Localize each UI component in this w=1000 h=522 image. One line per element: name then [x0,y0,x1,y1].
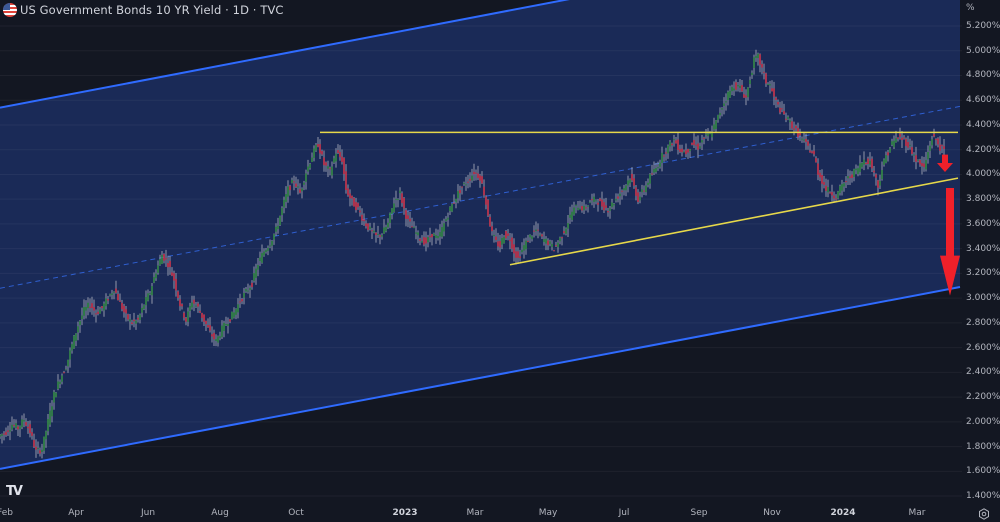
down-arrow-small-icon [937,154,953,172]
price-axis-tick: 2.000% [966,416,1000,427]
price-axis-tick: 4.200% [966,144,1000,155]
symbol-name: US Government Bonds 10 YR Yield [20,3,222,17]
price-axis-tick: 4.600% [966,95,1000,106]
separator: · [252,3,257,17]
price-axis-tick: 3.400% [966,243,1000,254]
tradingview-logo[interactable]: TV [6,484,23,499]
price-plot-area[interactable] [0,0,962,506]
price-axis-tick: 3.200% [966,268,1000,279]
price-axis-tick: 3.800% [966,194,1000,205]
time-axis[interactable]: Feb Apr Jun Aug Oct 2023 Mar May Jul Sep Nov 2024 Ma… [0,506,962,522]
price-axis-tick: 1.800% [966,441,1000,452]
price-axis-tick: 2.800% [966,317,1000,328]
price-axis-tick: 2.200% [966,392,1000,403]
price-axis-tick: 2.400% [966,367,1000,378]
time-axis-tick: Feb [0,508,13,518]
price-axis-tick: 1.400% [966,491,1000,502]
price-axis-tick: 4.800% [966,70,1000,81]
time-axis-tick: Mar [908,508,926,518]
price-axis-tick: 1.600% [966,466,1000,477]
source-label: TVC [260,3,284,17]
price-axis-tick: 4.000% [966,169,1000,180]
interval-label[interactable]: 1D [232,3,250,17]
time-axis-tick: 2023 [392,508,418,518]
time-axis-tick: May [538,508,558,518]
time-axis-tick: Jun [140,508,156,518]
symbol-legend[interactable]: US Government Bonds 10 YR Yield · 1D · T… [3,2,284,18]
time-axis-tick: Nov [763,508,781,518]
support-trendline [509,177,959,266]
down-arrow-large-icon [940,188,960,296]
us-flag-icon [3,3,17,17]
axis-unit-label: % [966,3,975,13]
price-axis-tick: 3.600% [966,218,1000,229]
channel-upper-line [0,0,570,109]
time-axis-tick: 2024 [830,508,856,518]
price-axis-tick: 4.400% [966,119,1000,130]
time-axis-tick: Aug [211,508,229,518]
gear-icon[interactable] [978,508,990,520]
time-axis-tick: Sep [690,508,708,518]
time-axis-tick: Jul [618,508,630,518]
price-axis-tick: 3.000% [966,293,1000,304]
time-axis-tick: Oct [288,508,304,518]
separator: · [225,3,229,17]
price-axis-tick: 2.600% [966,342,1000,353]
channel-fill [0,0,960,469]
price-axis-tick: 5.000% [966,45,1000,56]
price-axis-tick: 5.200% [966,21,1000,31]
price-axis[interactable]: % 5.200% 5.000% 4.800% 4.600% 4.400% 4.200% 4.… [962,0,1000,506]
time-axis-tick: Mar [466,508,484,518]
channel-lower-line [0,286,961,470]
time-axis-tick: Apr [68,508,84,518]
symbol-title: US Government Bonds 10 YR Yield · 1D · T… [20,3,284,17]
